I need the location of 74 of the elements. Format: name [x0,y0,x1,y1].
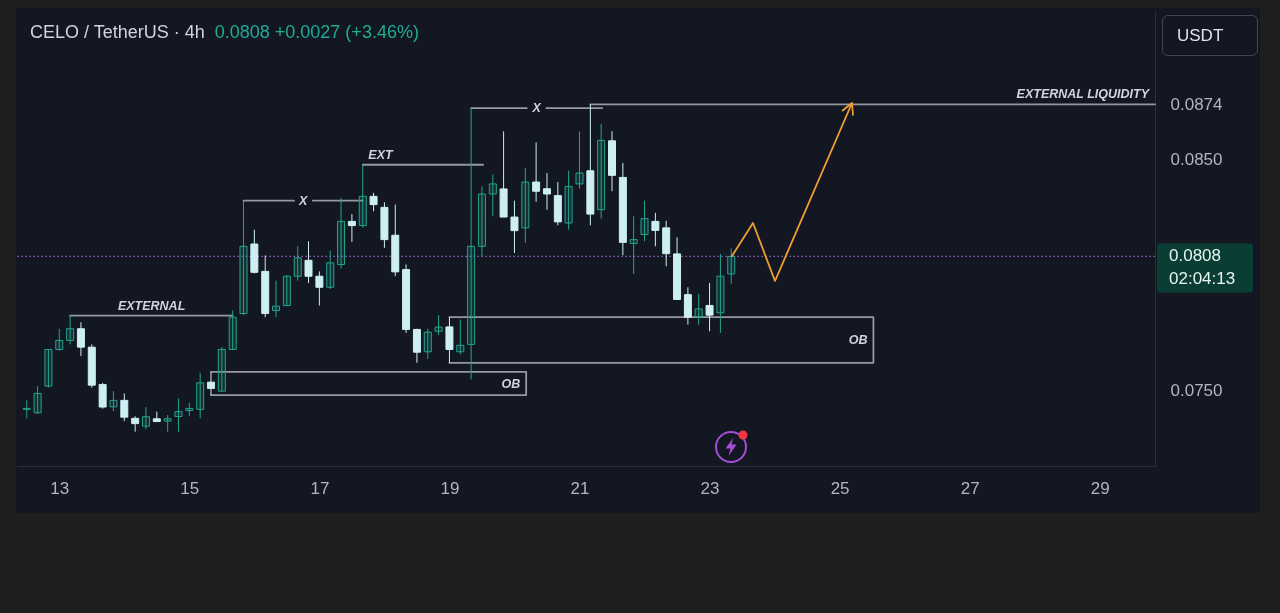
candlestick [22,399,31,419]
candlestick [185,402,194,417]
y-tick-label: 0.0874 [1170,94,1223,114]
candlestick [369,192,378,212]
candlestick [532,141,541,203]
candlestick [66,315,75,345]
x-tick-label: 23 [700,478,720,498]
candlestick [445,316,454,364]
candlestick [575,130,584,190]
x-tick-label: 25 [830,478,850,498]
candlestick [705,282,714,332]
x-tick-label: 17 [310,478,330,498]
candlestick [282,275,291,307]
candlestick [651,212,660,247]
candlestick [141,406,150,430]
candlestick [239,200,248,316]
y-axis-title: USDT [1162,15,1258,56]
candlestick [33,385,42,415]
candlestick [510,200,519,254]
candlestick [564,170,573,231]
annotation: OB [848,333,868,348]
x-tick-label: 29 [1090,478,1110,498]
candlestick [412,328,421,364]
candlestick [640,200,649,242]
candlestick [109,390,118,412]
candlestick [217,346,226,392]
candlestick [337,197,346,270]
candlestick [304,240,313,284]
candlestick [683,286,692,326]
x-tick-label: 27 [960,478,980,498]
candlestick [716,253,725,334]
y-tick-label: 0.0850 [1170,150,1223,170]
candlestick [423,328,432,360]
x-tick-label: 21 [570,478,590,498]
annotation: X [297,193,308,208]
annotation: EXTERNAL LIQUIDITY [1016,87,1151,102]
candlestick [76,321,85,357]
candlestick [477,185,486,257]
candlestick [467,107,476,380]
text: 0.0808 +0.0027 (+3.46%) [214,22,419,42]
candlestick [174,398,183,433]
candlestick [521,167,530,244]
x-tick-label: 15 [180,478,200,498]
annotation: EXTERNAL [117,298,186,313]
candlestick [206,371,215,396]
annotation: OB [501,376,521,391]
candlestick [272,280,281,318]
candlestick [44,348,53,388]
candlestick [456,319,465,356]
y-tick-label: 0.0750 [1170,380,1223,400]
candlestick [488,174,497,217]
candlestick [98,382,107,410]
candlestick [347,213,356,243]
candlestick [326,250,335,290]
ref-line-label: 0.0808 02:04:13 [1169,246,1236,289]
annotation: EXT [368,147,395,162]
candlestick [629,215,638,275]
candlestick [694,293,703,326]
candlestick [315,270,324,306]
candlestick [597,123,606,220]
x-tick-label: 13 [50,478,70,498]
candlestick [120,392,129,422]
candlestick [358,164,367,229]
annotation: X [531,101,542,116]
text: CELO / TetherUS · 4h [30,22,205,42]
candlestick [163,414,172,433]
candlestick [434,314,443,336]
candlestick [727,248,736,285]
candlestick [228,310,237,350]
candlestick [542,172,551,211]
candlestick [196,372,205,419]
x-tick-label: 19 [440,478,460,498]
candlestick [293,245,302,282]
candlestick [55,328,64,352]
